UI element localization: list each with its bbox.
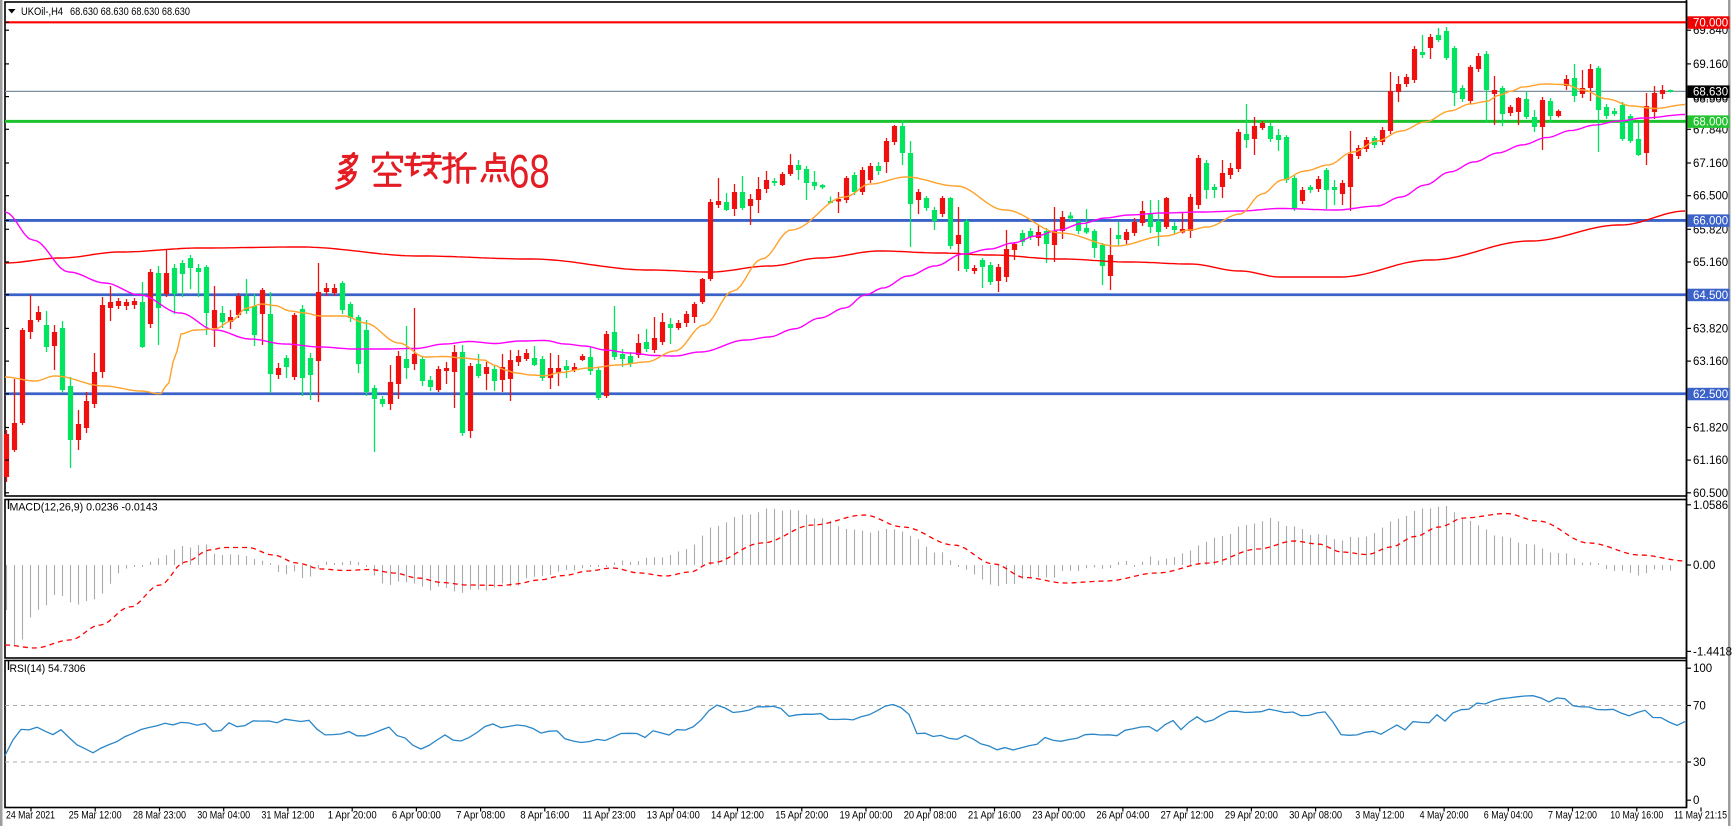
svg-text:67.160: 67.160	[1693, 158, 1728, 170]
svg-text:1 Apr 20:00: 1 Apr 20:00	[328, 810, 377, 822]
svg-text:7 Apr 08:00: 7 Apr 08:00	[456, 810, 505, 822]
svg-text:63.820: 63.820	[1693, 323, 1728, 335]
svg-text:6 May 04:00: 6 May 04:00	[1484, 810, 1533, 822]
svg-text:14 Apr 12:00: 14 Apr 12:00	[711, 810, 764, 822]
svg-text:68: 68	[509, 145, 550, 197]
svg-text:69.160: 69.160	[1693, 59, 1728, 71]
svg-text:1.0586: 1.0586	[1693, 500, 1728, 512]
svg-text:19 Apr 00:00: 19 Apr 00:00	[840, 810, 893, 822]
svg-text:MACD(12,26,9) 0.0236 -0.0143: MACD(12,26,9) 0.0236 -0.0143	[10, 502, 158, 514]
svg-text:13 Apr 04:00: 13 Apr 04:00	[647, 810, 700, 822]
svg-text:-1.4418: -1.4418	[1693, 646, 1732, 658]
svg-text:70: 70	[1693, 701, 1706, 713]
svg-text:3 May 12:00: 3 May 12:00	[1355, 810, 1404, 822]
svg-text:30 Mar 04:00: 30 Mar 04:00	[197, 810, 250, 822]
svg-text:8 Apr 16:00: 8 Apr 16:00	[520, 810, 569, 822]
svg-text:0: 0	[1693, 795, 1699, 807]
svg-text:62.500: 62.500	[1693, 389, 1728, 401]
svg-text:RSI(14) 54.7306: RSI(14) 54.7306	[10, 663, 86, 675]
svg-text:31 Mar 12:00: 31 Mar 12:00	[261, 810, 314, 822]
svg-text:100: 100	[1693, 663, 1712, 675]
svg-text:0.00: 0.00	[1693, 560, 1715, 572]
svg-text:4 May 20:00: 4 May 20:00	[1420, 810, 1469, 822]
svg-text:27 Apr 12:00: 27 Apr 12:00	[1161, 810, 1214, 822]
svg-text:68.000: 68.000	[1693, 117, 1728, 129]
svg-text:11 May 21:15: 11 May 21:15	[1674, 810, 1727, 822]
svg-text:20 Apr 08:00: 20 Apr 08:00	[904, 810, 957, 822]
svg-text:28 Mar 23:00: 28 Mar 23:00	[133, 810, 186, 822]
svg-text:21 Apr 16:00: 21 Apr 16:00	[968, 810, 1021, 822]
svg-text:65.160: 65.160	[1693, 257, 1728, 269]
svg-text:15 Apr 20:00: 15 Apr 20:00	[775, 810, 828, 822]
svg-text:68.630 68.630 68.630 68.630: 68.630 68.630 68.630 68.630	[70, 6, 190, 18]
svg-text:61.160: 61.160	[1693, 455, 1728, 467]
svg-text:25 Mar 12:00: 25 Mar 12:00	[69, 810, 122, 822]
svg-text:24 Mar 2021: 24 Mar 2021	[6, 810, 55, 822]
svg-text:30: 30	[1693, 757, 1706, 769]
svg-text:64.500: 64.500	[1693, 290, 1728, 302]
svg-text:65.820: 65.820	[1693, 224, 1728, 236]
svg-text:23 Apr 00:00: 23 Apr 00:00	[1032, 810, 1085, 822]
svg-text:29 Apr 20:00: 29 Apr 20:00	[1225, 810, 1278, 822]
svg-text:26 Apr 04:00: 26 Apr 04:00	[1096, 810, 1149, 822]
svg-text:UKOil-,H4: UKOil-,H4	[21, 6, 63, 18]
svg-text:10 May 16:00: 10 May 16:00	[1610, 810, 1663, 822]
svg-text:70.000: 70.000	[1693, 18, 1728, 30]
svg-text:30 Apr 08:00: 30 Apr 08:00	[1289, 810, 1342, 822]
svg-text:68.630: 68.630	[1693, 87, 1728, 99]
svg-text:61.820: 61.820	[1693, 423, 1728, 435]
svg-text:6 Apr 00:00: 6 Apr 00:00	[392, 810, 441, 822]
svg-text:63.160: 63.160	[1693, 356, 1728, 368]
svg-text:66.000: 66.000	[1693, 216, 1728, 228]
svg-text:7 May 12:00: 7 May 12:00	[1548, 810, 1597, 822]
svg-text:11 Apr 23:00: 11 Apr 23:00	[583, 810, 636, 822]
svg-text:60.500: 60.500	[1693, 488, 1728, 500]
svg-text:66.500: 66.500	[1693, 191, 1728, 203]
